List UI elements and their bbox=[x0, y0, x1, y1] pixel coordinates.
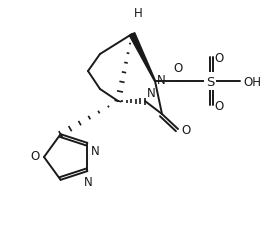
Text: N: N bbox=[91, 144, 99, 157]
Text: O: O bbox=[214, 51, 223, 64]
Text: O: O bbox=[214, 99, 223, 112]
Polygon shape bbox=[129, 33, 155, 82]
Text: O: O bbox=[31, 150, 40, 163]
Text: S: S bbox=[206, 75, 214, 88]
Text: O: O bbox=[181, 124, 190, 137]
Text: N: N bbox=[84, 175, 93, 188]
Text: N: N bbox=[157, 74, 166, 87]
Text: N: N bbox=[147, 87, 156, 100]
Text: O: O bbox=[173, 62, 183, 75]
Text: H: H bbox=[134, 7, 142, 20]
Text: OH: OH bbox=[243, 75, 261, 88]
